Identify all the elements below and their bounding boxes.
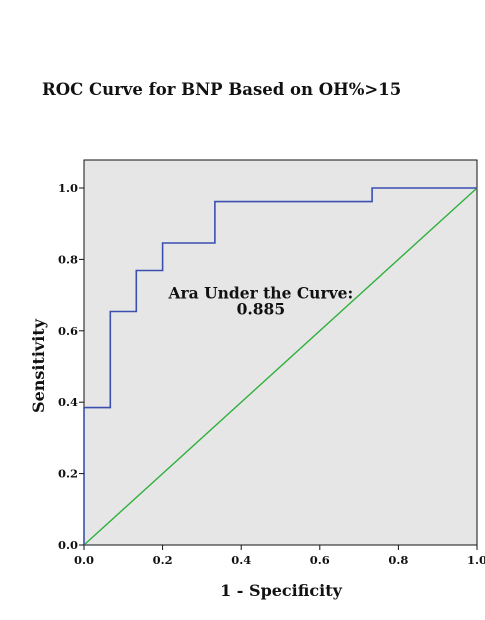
y-tick-label: 1.0 (58, 181, 78, 195)
annotation: Ara Under the Curve:0.885 (167, 284, 353, 319)
reference-line (83, 187, 478, 546)
x-axis-label: 1 - Specificity (220, 581, 343, 600)
x-tick-label: 0.4 (231, 553, 251, 567)
x-tick-label: 0.8 (388, 553, 408, 567)
roc-curve (83, 187, 477, 545)
roc-curve-line (83, 187, 477, 545)
y-axis-label: Sensitivity (29, 318, 48, 413)
x-tick-label: 0.6 (310, 553, 330, 567)
y-tick-label: 0.6 (58, 324, 78, 338)
chart-title: ROC Curve for BNP Based on OH%>15 (42, 80, 402, 99)
y-tick-label: 0.2 (58, 467, 78, 481)
auc-value: 0.885 (237, 300, 286, 319)
y-tick-label: 0.8 (58, 252, 78, 266)
x-axis: 0.0 0.2 0.4 0.6 0.8 1.0 (74, 545, 485, 567)
x-tick-label: 0.0 (74, 553, 94, 567)
plot-area (83, 159, 478, 546)
x-tick-label: 0.2 (153, 553, 173, 567)
y-tick-label: 0.0 (58, 538, 78, 552)
reference-diagonal-line (83, 187, 478, 546)
x-tick-label: 1.0 (467, 553, 485, 567)
y-tick-label: 0.4 (58, 395, 78, 409)
auc-label: Ara Under the Curve: (167, 284, 353, 303)
y-axis: 0.0 0.2 0.4 0.6 0.8 1.0 (58, 181, 84, 552)
